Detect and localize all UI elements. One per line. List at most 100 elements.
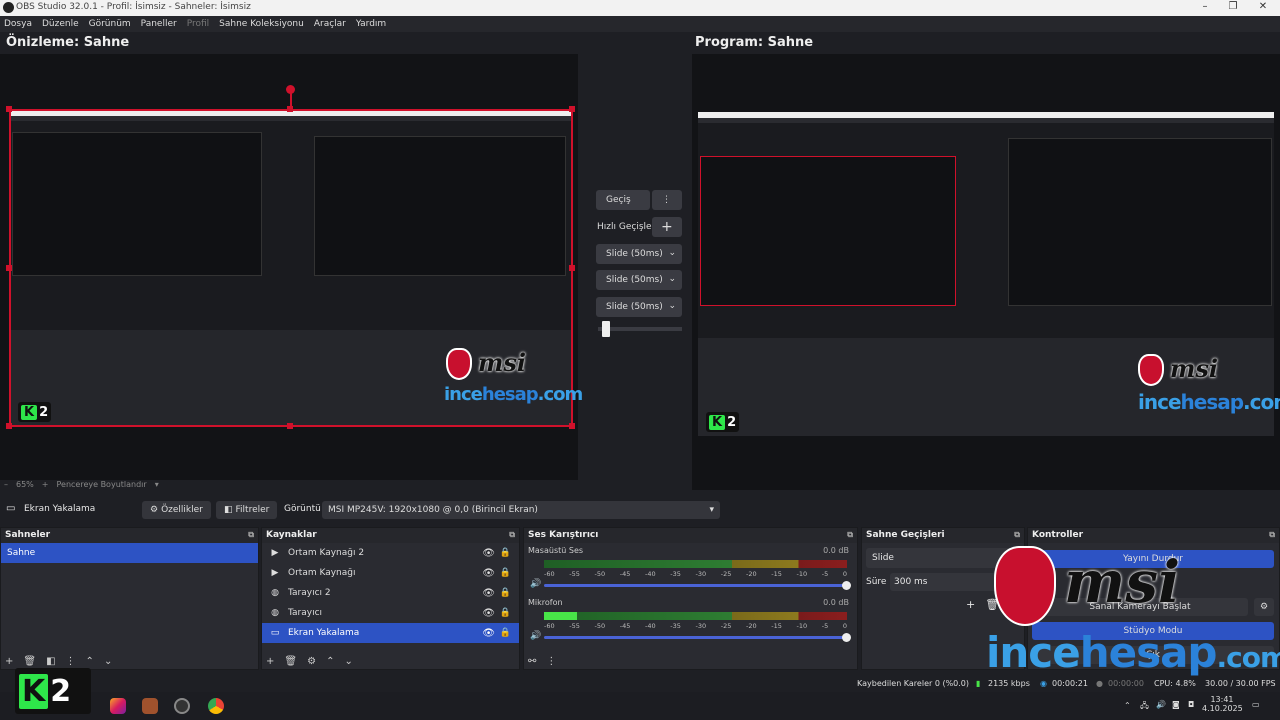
link-icon[interactable]: ⚯	[528, 656, 537, 667]
selection-box[interactable]	[9, 109, 573, 427]
lock-icon[interactable]: 🔒	[499, 628, 511, 638]
transition-type-select[interactable]: Slide	[866, 548, 1020, 568]
clock[interactable]: 13:41 4.10.2025	[1202, 695, 1243, 713]
source-item[interactable]: ▶ Ortam Kaynağı 👁 🔒	[262, 563, 519, 583]
network-icon[interactable]: 🖧	[1140, 701, 1149, 710]
lock-icon[interactable]: 🔒	[499, 588, 511, 598]
display-select[interactable]: MSI MP245V: 1920x1080 @ 0,0 (Birincil Ek…	[322, 501, 720, 519]
duration-input[interactable]: 300 ms	[890, 573, 1010, 591]
tray-app-icon[interactable]: ◘	[1188, 700, 1195, 709]
maximize-button[interactable]: ❐	[1228, 1, 1238, 12]
dock-popout-icon[interactable]: ⧉	[248, 530, 254, 539]
chevron-down-icon[interactable]: ▾	[154, 480, 159, 489]
add-source-icon[interactable]: +	[266, 656, 275, 667]
gear-icon[interactable]: ⚙	[1254, 598, 1274, 616]
dock-popout-icon[interactable]: ⧉	[509, 530, 515, 539]
volume-knob[interactable]	[842, 633, 851, 642]
trash-icon[interactable]: 🗑	[23, 656, 37, 667]
chevron-up-icon[interactable]: ⌃	[85, 656, 94, 667]
menu-paneller[interactable]: Paneller	[140, 19, 177, 29]
resize-handle-r[interactable]	[569, 265, 575, 271]
resize-handle-l[interactable]	[6, 265, 12, 271]
source-item[interactable]: ◍ Tarayıcı 2 👁 🔒	[262, 583, 519, 603]
menu-araclar[interactable]: Araçlar	[313, 19, 346, 29]
menu-duzenle[interactable]: Düzenle	[41, 19, 79, 29]
source-item[interactable]: ▭ Ekran Yakalama 👁 🔒	[262, 623, 519, 643]
minimize-button[interactable]: –	[1202, 1, 1208, 12]
tray-app-icon[interactable]: ◙	[1172, 700, 1180, 709]
dock-popout-icon[interactable]: ⧉	[1014, 530, 1020, 539]
gear-icon: ⚙	[150, 505, 159, 515]
add-transition-icon[interactable]: +	[966, 598, 976, 611]
chrome-icon[interactable]	[208, 698, 224, 714]
instagram-icon[interactable]	[110, 698, 126, 714]
add-quick-transition-icon[interactable]: +	[652, 217, 682, 237]
notification-icon[interactable]: ▭	[1252, 700, 1260, 709]
studio-mode-button[interactable]: Stüdyo Modu	[1032, 622, 1274, 640]
tick-label: -50	[594, 622, 606, 630]
volume-knob[interactable]	[842, 581, 851, 590]
app-icon[interactable]	[142, 698, 158, 714]
source-item[interactable]: ▶ Ortam Kaynağı 2 👁 🔒	[262, 543, 519, 563]
dock-popout-icon[interactable]: ⧉	[847, 530, 853, 539]
quick-transition-2[interactable]: Slide (50ms) ⌄	[596, 270, 682, 290]
menu-profil[interactable]: Profil	[186, 19, 210, 29]
trash-icon[interactable]: 🗑	[284, 656, 298, 667]
properties-button[interactable]: ⚙ Özellikler	[142, 501, 211, 519]
scene-item[interactable]: Sahne	[1, 543, 258, 563]
exit-button[interactable]: Çık	[1032, 646, 1274, 664]
resize-handle-b[interactable]	[287, 423, 293, 429]
menu-yardim[interactable]: Yardım	[355, 19, 387, 29]
volume-slider[interactable]	[544, 581, 851, 590]
tbar-slider[interactable]	[601, 321, 610, 337]
dock-popout-icon[interactable]: ⧉	[1269, 530, 1275, 539]
eye-icon[interactable]: 👁	[482, 627, 495, 639]
more-icon[interactable]: ⋮	[65, 656, 76, 667]
rotation-handle[interactable]	[286, 85, 295, 94]
source-item[interactable]: ◍ Tarayıcı 👁 🔒	[262, 603, 519, 623]
transition-button[interactable]: Geçiş	[596, 190, 650, 210]
eye-icon[interactable]: 👁	[482, 607, 495, 619]
chevron-up-icon[interactable]: ⌃	[1124, 701, 1131, 710]
obs-icon[interactable]	[174, 698, 190, 714]
more-icon[interactable]: ⋮	[546, 656, 557, 667]
gear-icon[interactable]: ⚙	[307, 656, 317, 667]
chevron-up-icon[interactable]: ⌃	[326, 656, 335, 667]
speaker-icon[interactable]: 🔊	[530, 579, 542, 589]
volume-slider[interactable]	[544, 633, 851, 642]
filters-button[interactable]: ◧ Filtreler	[216, 501, 278, 519]
resize-handle-br[interactable]	[569, 423, 575, 429]
channel-db: 0.0 dB	[823, 546, 849, 555]
zoom-out-button[interactable]: –	[4, 480, 8, 489]
speaker-icon[interactable]: 🔊	[1156, 700, 1166, 709]
eye-icon[interactable]: 👁	[482, 547, 495, 559]
fit-to-window-button[interactable]: Pencereye Boyutlandır	[56, 480, 147, 489]
start-virtual-camera-button[interactable]: Sanal Kamerayı Başlat	[1032, 598, 1248, 616]
lock-icon[interactable]: 🔒	[499, 568, 511, 578]
msi-watermark: msi	[1064, 548, 1181, 616]
lock-icon[interactable]: 🔒	[499, 548, 511, 558]
stop-stream-button[interactable]: Yayını Durdur	[1032, 550, 1274, 568]
speaker-icon[interactable]: 🔊	[530, 631, 542, 641]
scene-filter-icon[interactable]: ◧	[46, 656, 56, 667]
resize-handle-bl[interactable]	[6, 423, 12, 429]
resize-handle-tl[interactable]	[6, 106, 12, 112]
zoom-in-button[interactable]: +	[41, 480, 49, 489]
quick-transition-1[interactable]: Slide (50ms) ⌄	[596, 244, 682, 264]
menu-gorunum[interactable]: Görünüm	[88, 19, 131, 29]
chevron-down-icon[interactable]: ⌄	[103, 656, 113, 667]
eye-icon[interactable]: 👁	[482, 567, 495, 579]
tbar-track[interactable]	[598, 321, 682, 337]
resize-handle-t[interactable]	[287, 106, 293, 112]
chevron-down-icon[interactable]: ⌄	[344, 656, 353, 667]
menu-sahne-koleksiyonu[interactable]: Sahne Koleksiyonu	[219, 19, 304, 29]
menu-dosya[interactable]: Dosya	[4, 19, 32, 29]
resize-handle-tr[interactable]	[569, 106, 575, 112]
lock-icon[interactable]: 🔒	[499, 608, 511, 618]
eye-icon[interactable]: 👁	[482, 587, 495, 599]
close-button[interactable]: ✕	[1258, 1, 1268, 12]
add-scene-icon[interactable]: +	[5, 656, 14, 667]
transition-menu-icon[interactable]: ⋮	[652, 190, 682, 210]
quick-transition-3[interactable]: Slide (50ms) ⌄	[596, 297, 682, 317]
